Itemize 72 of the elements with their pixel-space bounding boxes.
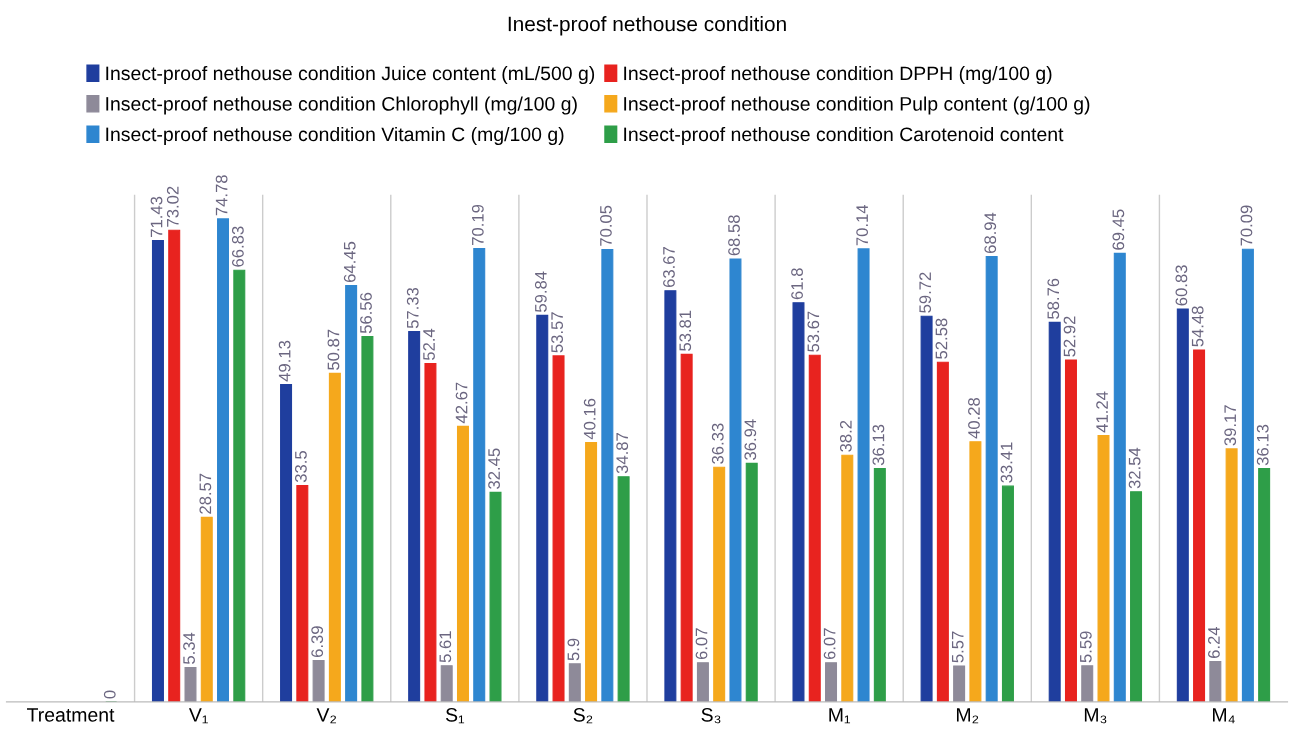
data-label: 36.94: [744, 419, 757, 460]
data-label: 71.43: [150, 196, 163, 237]
x-tick-label: S₂: [573, 707, 593, 724]
data-label: 34.87: [616, 433, 629, 474]
data-label: 36.13: [1256, 424, 1269, 466]
x-tick-label: M₃: [1084, 708, 1107, 724]
data-label: 32.54: [1128, 447, 1141, 489]
data-label: 33.5: [295, 451, 307, 483]
data-label: 33.41: [1000, 442, 1013, 483]
data-label: 5.61: [439, 631, 452, 663]
data-label: 70.14: [856, 204, 869, 246]
x-tick-label: S₁: [445, 707, 465, 724]
data-label: 42.67: [455, 382, 468, 424]
data-label: 6.07: [823, 628, 836, 660]
data-label: 52.58: [935, 318, 948, 359]
data-label: 53.57: [551, 312, 564, 353]
x-tick-label: V₁: [188, 708, 208, 724]
data-label: 69.45: [1112, 209, 1125, 250]
data-label: 59.84: [534, 271, 547, 312]
data-label: 50.87: [327, 329, 340, 370]
data-label: 73.02: [166, 186, 179, 227]
data-label: 40.16: [583, 398, 596, 440]
legend-label: Insect-proof nethouse condition Vitamin C (mg/100 g): [106, 126, 564, 146]
data-label: 56.56: [360, 292, 372, 334]
data-label: 70.19: [471, 204, 484, 245]
data-label: 41.24: [1096, 391, 1108, 433]
data-label: 6.39: [311, 626, 324, 658]
data-label: 54.48: [1191, 306, 1204, 347]
data-label: 68.58: [728, 215, 740, 256]
x-tick-label: M₂: [956, 708, 979, 724]
legend-label: Insect-proof nethouse condition Pulp content (g/100 g): [624, 96, 1090, 115]
legend-label: Insect-proof nethouse condition Carotenoid content: [624, 126, 1064, 146]
data-label: 58.76: [1047, 278, 1060, 319]
x-tick-label: V₂: [316, 708, 337, 724]
data-label: 36.13: [872, 424, 885, 466]
data-label: 0: [103, 690, 116, 699]
data-label: 49.13: [278, 340, 291, 382]
x-tick-label: M₄: [1213, 708, 1235, 724]
data-label: 60.83: [1175, 265, 1188, 306]
data-label: 36.33: [711, 423, 724, 464]
data-label: 53.67: [807, 311, 820, 352]
legend-label: Insect-proof nethouse condition Juice content (mL/500 g): [106, 65, 595, 85]
x-tick-label: M₁: [829, 708, 851, 724]
data-label: 68.94: [984, 212, 997, 254]
data-label: 74.78: [215, 175, 228, 216]
data-label: 59.72: [919, 272, 932, 313]
legend-label: Insect-proof nethouse condition Chlorophyll (mg/100 g): [106, 96, 577, 115]
data-label: 6.07: [695, 628, 708, 660]
data-label: 66.83: [231, 226, 244, 267]
chart-title: Inest-proof nethouse condition: [508, 16, 786, 36]
data-label: 28.57: [199, 473, 212, 514]
data-label: 52.92: [1063, 316, 1076, 357]
data-label: 5.9: [567, 638, 580, 661]
data-label: 32.45: [488, 448, 500, 489]
data-label: 38.2: [839, 420, 852, 452]
x-tick-label: S₃: [701, 707, 721, 724]
x-tick-label: Treatment: [27, 708, 115, 722]
data-label: 63.67: [663, 247, 675, 288]
data-label: 5.34: [183, 632, 195, 664]
data-label: 70.05: [600, 205, 612, 246]
data-label: 57.33: [406, 287, 419, 329]
data-label: 6.24: [1208, 626, 1220, 658]
data-label: 61.8: [791, 268, 803, 300]
data-label: 5.59: [1079, 631, 1092, 663]
data-label: 64.45: [343, 241, 356, 283]
data-label: 70.09: [1240, 205, 1253, 246]
data-label: 52.4: [423, 328, 435, 361]
data-label: 40.28: [968, 398, 980, 439]
data-label: 5.57: [951, 631, 964, 663]
legend-label: Insect-proof nethouse condition DPPH (mg/100 g): [624, 65, 1052, 85]
data-label: 39.17: [1224, 405, 1237, 446]
data-label: 53.81: [679, 310, 692, 351]
